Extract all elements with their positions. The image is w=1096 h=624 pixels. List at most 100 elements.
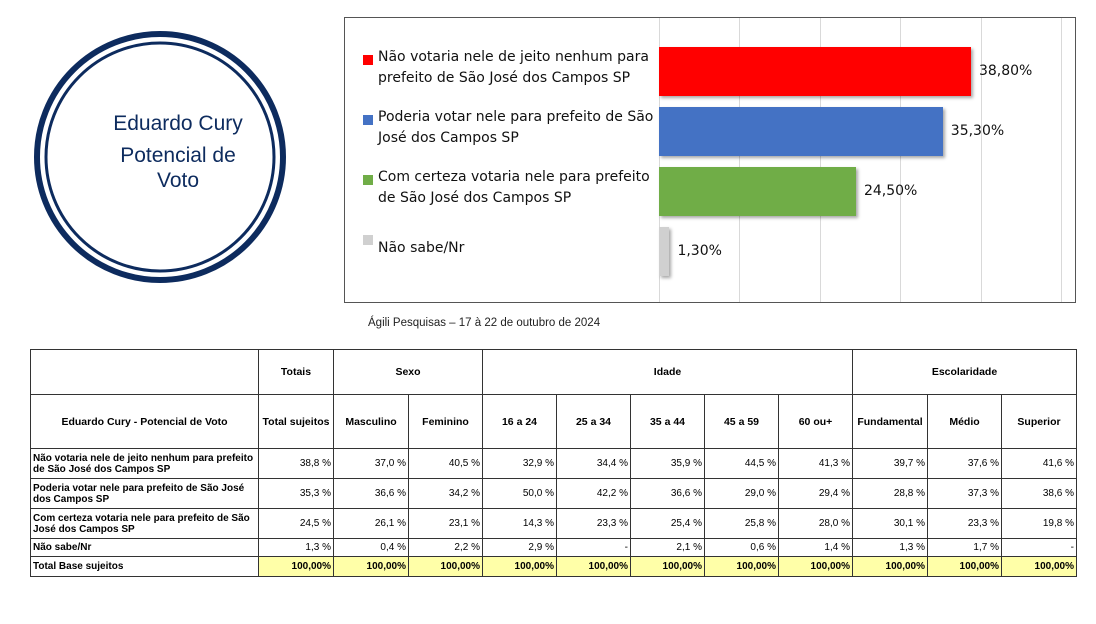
value-label: 38,80%	[978, 63, 1033, 79]
value-cell: 100,00%	[333, 556, 409, 577]
value-cell: 44,5 %	[704, 448, 779, 479]
value-cell: 100,00%	[778, 556, 853, 577]
value-cell: 34,4 %	[556, 448, 631, 479]
value-cell: -	[1001, 538, 1077, 557]
column-header: 25 a 34	[556, 394, 631, 449]
chart: Não votaria nele de jeito nenhum para pr…	[344, 17, 1076, 303]
table-row: Não sabe/Nr 1,3 % 0,4 % 2,2 % 2,9 % -2,1 % 0,6…	[30, 538, 1077, 557]
bar	[659, 167, 856, 216]
row-label: Total Base sujeitos	[30, 556, 259, 577]
value-cell: 1,3 %	[258, 538, 334, 557]
row-label: Com certeza votaria nele para prefeito d…	[30, 508, 259, 539]
logo-line: Voto	[157, 169, 199, 192]
value-cell: 14,3 %	[482, 508, 557, 539]
value-cell: 38,8 %	[258, 448, 334, 479]
column-header: Masculino	[333, 394, 409, 449]
row-label: Poderia votar nele para prefeito de São …	[30, 478, 259, 509]
header-row: Eduardo Cury - Potencial de Voto Total su…	[30, 394, 1077, 449]
column-header: 35 a 44	[630, 394, 705, 449]
value-cell: 26,1 %	[333, 508, 409, 539]
column-header: Fundamental	[852, 394, 928, 449]
value-cell: 2,1 %	[630, 538, 705, 557]
column-header: 45 a 59	[704, 394, 779, 449]
category-label: Não votaria nele de jeito nenhum para pr…	[378, 49, 649, 86]
logo: Eduardo Cury Potencial de Voto	[34, 31, 286, 283]
value-cell: 1,4 %	[778, 538, 853, 557]
row-label: Não votaria nele de jeito nenhum para pr…	[30, 448, 259, 479]
value-cell: 28,0 %	[778, 508, 853, 539]
value-cell: 30,1 %	[852, 508, 928, 539]
value-cell: 23,3 %	[927, 508, 1002, 539]
value-cell: 40,5 %	[408, 448, 483, 479]
value-cell: 50,0 %	[482, 478, 557, 509]
table-row: Poderia votar nele para prefeito de São …	[30, 478, 1077, 509]
grid-line	[739, 18, 741, 302]
table-row: Com certeza votaria nele para prefeito d…	[30, 508, 1077, 539]
column-header: Médio	[927, 394, 1002, 449]
logo-line: Potencial de	[120, 144, 236, 167]
bar	[659, 107, 943, 156]
value-cell: 1,7 %	[927, 538, 1002, 557]
value-cell: 100,00%	[704, 556, 779, 577]
value-cell: 24,5 %	[258, 508, 334, 539]
value-cell: 29,4 %	[778, 478, 853, 509]
bar	[659, 47, 971, 96]
value-cell: 37,6 %	[927, 448, 1002, 479]
group-row: Totais Sexo Idade Escolaridade	[30, 349, 1077, 395]
group-header: Totais	[258, 349, 334, 395]
value-cell: 23,1 %	[408, 508, 483, 539]
value-cell: 25,8 %	[704, 508, 779, 539]
grid-line	[900, 18, 902, 302]
value-cell: 23,3 %	[556, 508, 631, 539]
value-cell: 37,0 %	[333, 448, 409, 479]
header-cell	[30, 349, 259, 395]
column-header: 16 a 24	[482, 394, 557, 449]
value-cell: 0,6 %	[704, 538, 779, 557]
category-label: Poderia votar nele para prefeito de São …	[378, 109, 654, 146]
value-cell: 100,00%	[556, 556, 631, 577]
value-cell: 42,2 %	[556, 478, 631, 509]
value-label: 1,30%	[677, 243, 722, 259]
bar	[659, 227, 670, 276]
table: Totais Sexo Idade Escolaridade Eduardo Cury …	[30, 349, 1077, 577]
value-cell: 38,6 %	[1001, 478, 1077, 509]
value-cell: 37,3 %	[927, 478, 1002, 509]
value-cell: 2,9 %	[482, 538, 557, 557]
value-cell: 34,2 %	[408, 478, 483, 509]
value-cell: 36,6 %	[630, 478, 705, 509]
group-header: Sexo	[333, 349, 483, 395]
value-cell: 36,6 %	[333, 478, 409, 509]
category-label: Não sabe/Nr	[378, 240, 465, 256]
value-cell: 41,3 %	[778, 448, 853, 479]
value-cell: 39,7 %	[852, 448, 928, 479]
value-cell: -	[556, 538, 631, 557]
legend-swatch	[363, 55, 373, 65]
column-header: Superior	[1001, 394, 1077, 449]
value-label: 24,50%	[863, 183, 918, 199]
value-cell: 100,00%	[630, 556, 705, 577]
legend-swatch	[363, 115, 373, 125]
category-label: Com certeza votaria nele para prefeito d…	[378, 169, 650, 206]
column-header: 60 ou+	[778, 394, 853, 449]
column-header: Eduardo Cury - Potencial de Voto	[30, 394, 259, 449]
value-cell: 32,9 %	[482, 448, 557, 479]
value-label: 35,30%	[950, 123, 1005, 139]
group-header: Idade	[482, 349, 853, 395]
value-cell: 19,8 %	[1001, 508, 1077, 539]
column-header: Total sujeitos	[258, 394, 334, 449]
grid-line	[1061, 18, 1062, 302]
legend-swatch	[363, 235, 373, 245]
value-cell: 0,4 %	[333, 538, 409, 557]
grid-line	[659, 18, 660, 302]
value-cell: 28,8 %	[852, 478, 928, 509]
column-header: Feminino	[408, 394, 483, 449]
value-cell: 100,00%	[408, 556, 483, 577]
logo-line: Eduardo Cury	[113, 112, 243, 135]
table-row: Total Base sujeitos 100,00% 100,00% 100,00%…	[30, 556, 1077, 577]
row-label: Não sabe/Nr	[30, 538, 259, 557]
value-cell: 100,00%	[482, 556, 557, 577]
legend-swatch	[363, 175, 373, 185]
value-cell: 29,0 %	[704, 478, 779, 509]
value-cell: 41,6 %	[1001, 448, 1077, 479]
